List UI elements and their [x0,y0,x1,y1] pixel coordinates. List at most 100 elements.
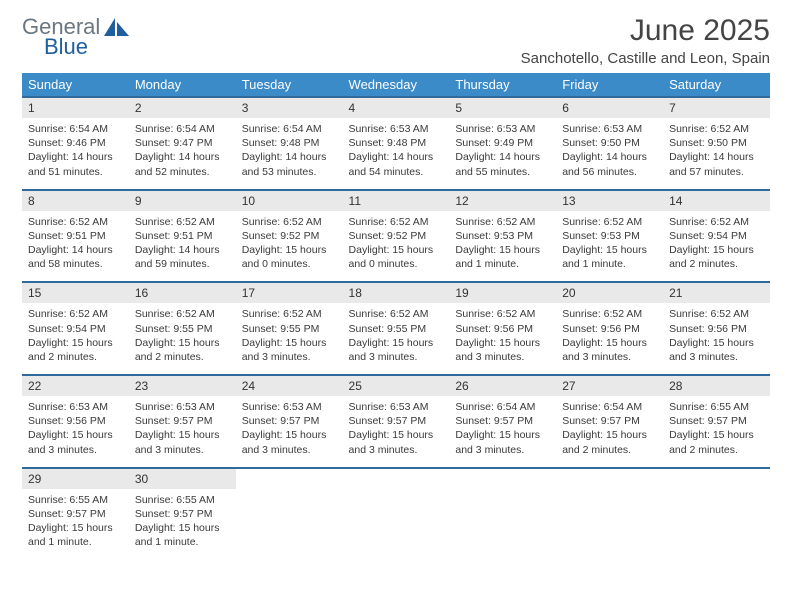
header: General Blue June 2025 Sanchotello, Cast… [22,14,770,73]
dow-friday: Friday [556,73,663,97]
day-line-d2: and 0 minutes. [349,257,444,271]
day-line-ss: Sunset: 9:51 PM [28,229,123,243]
day-line-sr: Sunrise: 6:52 AM [135,307,230,321]
dow-wednesday: Wednesday [343,73,450,97]
day-line-d2: and 2 minutes. [669,443,764,457]
day-line-d1: Daylight: 15 hours [135,336,230,350]
day-line-d2: and 53 minutes. [242,165,337,179]
day-line-d2: and 3 minutes. [242,350,337,364]
day-cell: 8Sunrise: 6:52 AMSunset: 9:51 PMDaylight… [22,190,129,283]
day-line-sr: Sunrise: 6:54 AM [135,122,230,136]
day-line-ss: Sunset: 9:54 PM [669,229,764,243]
day-cell: 26Sunrise: 6:54 AMSunset: 9:57 PMDayligh… [449,375,556,468]
day-line-d2: and 59 minutes. [135,257,230,271]
day-line-d1: Daylight: 15 hours [669,336,764,350]
dow-saturday: Saturday [663,73,770,97]
day-line-sr: Sunrise: 6:53 AM [455,122,550,136]
day-cell [663,468,770,560]
day-body: Sunrise: 6:52 AMSunset: 9:50 PMDaylight:… [663,118,770,189]
day-line-d1: Daylight: 14 hours [135,150,230,164]
week-row: 29Sunrise: 6:55 AMSunset: 9:57 PMDayligh… [22,468,770,560]
day-number: 30 [129,469,236,489]
day-cell [343,468,450,560]
day-line-d2: and 1 minute. [562,257,657,271]
day-number: 25 [343,376,450,396]
day-cell: 13Sunrise: 6:52 AMSunset: 9:53 PMDayligh… [556,190,663,283]
week-row: 15Sunrise: 6:52 AMSunset: 9:54 PMDayligh… [22,282,770,375]
day-number: 21 [663,283,770,303]
day-line-d2: and 1 minute. [455,257,550,271]
day-cell: 29Sunrise: 6:55 AMSunset: 9:57 PMDayligh… [22,468,129,560]
day-line-ss: Sunset: 9:52 PM [242,229,337,243]
day-line-d1: Daylight: 15 hours [135,428,230,442]
day-number: 10 [236,191,343,211]
day-cell: 22Sunrise: 6:53 AMSunset: 9:56 PMDayligh… [22,375,129,468]
day-number: 28 [663,376,770,396]
day-body: Sunrise: 6:52 AMSunset: 9:51 PMDaylight:… [22,211,129,282]
day-line-sr: Sunrise: 6:52 AM [242,215,337,229]
day-body: Sunrise: 6:53 AMSunset: 9:49 PMDaylight:… [449,118,556,189]
day-line-sr: Sunrise: 6:52 AM [135,215,230,229]
day-number: 20 [556,283,663,303]
day-cell: 24Sunrise: 6:53 AMSunset: 9:57 PMDayligh… [236,375,343,468]
day-number: 3 [236,98,343,118]
day-number: 24 [236,376,343,396]
day-line-sr: Sunrise: 6:52 AM [455,307,550,321]
day-line-ss: Sunset: 9:48 PM [349,136,444,150]
day-line-d1: Daylight: 14 hours [669,150,764,164]
logo-sail-icon [104,18,130,38]
day-line-ss: Sunset: 9:55 PM [349,322,444,336]
day-line-sr: Sunrise: 6:52 AM [349,215,444,229]
day-line-d2: and 2 minutes. [562,443,657,457]
day-cell: 17Sunrise: 6:52 AMSunset: 9:55 PMDayligh… [236,282,343,375]
day-number: 15 [22,283,129,303]
day-line-ss: Sunset: 9:50 PM [669,136,764,150]
day-line-ss: Sunset: 9:47 PM [135,136,230,150]
page-title: June 2025 [521,14,770,48]
day-line-d2: and 56 minutes. [562,165,657,179]
day-number: 27 [556,376,663,396]
day-line-ss: Sunset: 9:50 PM [562,136,657,150]
day-body: Sunrise: 6:52 AMSunset: 9:56 PMDaylight:… [449,303,556,374]
day-line-d1: Daylight: 15 hours [349,243,444,257]
day-line-sr: Sunrise: 6:52 AM [669,307,764,321]
day-number: 22 [22,376,129,396]
day-body: Sunrise: 6:52 AMSunset: 9:51 PMDaylight:… [129,211,236,282]
day-body: Sunrise: 6:53 AMSunset: 9:57 PMDaylight:… [236,396,343,467]
day-cell: 10Sunrise: 6:52 AMSunset: 9:52 PMDayligh… [236,190,343,283]
day-cell: 1Sunrise: 6:54 AMSunset: 9:46 PMDaylight… [22,97,129,190]
day-number: 2 [129,98,236,118]
day-cell: 21Sunrise: 6:52 AMSunset: 9:56 PMDayligh… [663,282,770,375]
day-line-ss: Sunset: 9:57 PM [242,414,337,428]
day-line-sr: Sunrise: 6:52 AM [349,307,444,321]
day-cell: 6Sunrise: 6:53 AMSunset: 9:50 PMDaylight… [556,97,663,190]
day-line-ss: Sunset: 9:57 PM [669,414,764,428]
day-line-d2: and 55 minutes. [455,165,550,179]
day-line-ss: Sunset: 9:52 PM [349,229,444,243]
day-line-d1: Daylight: 14 hours [28,150,123,164]
day-line-d2: and 3 minutes. [28,443,123,457]
page-subtitle: Sanchotello, Castille and Leon, Spain [521,50,770,67]
day-line-d2: and 2 minutes. [135,350,230,364]
day-line-ss: Sunset: 9:57 PM [562,414,657,428]
day-line-sr: Sunrise: 6:55 AM [669,400,764,414]
week-row: 8Sunrise: 6:52 AMSunset: 9:51 PMDaylight… [22,190,770,283]
day-line-d1: Daylight: 14 hours [135,243,230,257]
day-line-d2: and 3 minutes. [562,350,657,364]
day-line-d1: Daylight: 15 hours [669,428,764,442]
day-cell: 19Sunrise: 6:52 AMSunset: 9:56 PMDayligh… [449,282,556,375]
logo-text: General Blue [22,16,100,58]
day-line-d1: Daylight: 15 hours [242,336,337,350]
dow-monday: Monday [129,73,236,97]
day-line-d2: and 51 minutes. [28,165,123,179]
day-body: Sunrise: 6:52 AMSunset: 9:53 PMDaylight:… [556,211,663,282]
day-line-d2: and 3 minutes. [455,443,550,457]
day-line-ss: Sunset: 9:57 PM [28,507,123,521]
day-body: Sunrise: 6:54 AMSunset: 9:46 PMDaylight:… [22,118,129,189]
day-line-d1: Daylight: 15 hours [562,428,657,442]
day-line-d2: and 3 minutes. [455,350,550,364]
day-line-d1: Daylight: 15 hours [28,521,123,535]
day-body: Sunrise: 6:52 AMSunset: 9:52 PMDaylight:… [236,211,343,282]
dow-sunday: Sunday [22,73,129,97]
day-body: Sunrise: 6:55 AMSunset: 9:57 PMDaylight:… [22,489,129,560]
